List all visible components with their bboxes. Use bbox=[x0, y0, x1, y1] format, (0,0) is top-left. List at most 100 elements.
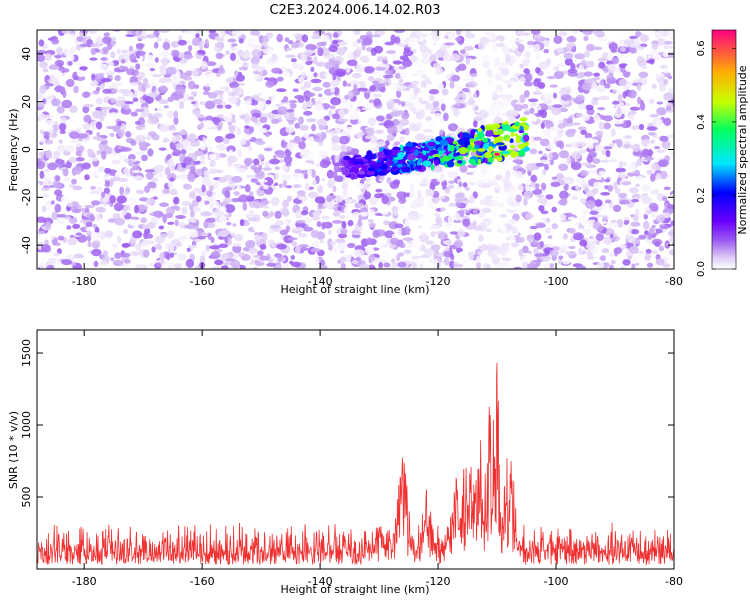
heatmap-cell bbox=[70, 139, 79, 143]
y-tick-label: 1500 bbox=[20, 339, 33, 367]
heatmap-cell bbox=[478, 234, 484, 243]
heatmap-cell bbox=[187, 45, 193, 52]
heatmap-cell bbox=[96, 149, 101, 156]
heatmap-cell bbox=[283, 179, 287, 188]
heatmap-cell bbox=[604, 83, 611, 89]
heatmap-cell bbox=[161, 189, 170, 194]
heatmap-cell bbox=[596, 262, 605, 269]
heatmap-cell bbox=[640, 43, 648, 47]
heatmap-cell bbox=[109, 195, 116, 204]
heatmap-cell bbox=[290, 116, 298, 121]
heatmap-cell bbox=[410, 202, 419, 209]
heatmap-cell bbox=[523, 90, 530, 98]
heatmap-cell bbox=[534, 34, 543, 39]
heatmap-cell bbox=[200, 144, 206, 151]
heatmap-cell bbox=[492, 102, 501, 111]
heatmap-cell bbox=[148, 91, 159, 98]
heatmap-cell bbox=[225, 104, 232, 109]
heatmap-cell bbox=[610, 259, 616, 265]
heatmap-cell bbox=[40, 187, 51, 191]
heatmap-cell bbox=[250, 30, 261, 36]
heatmap-cell bbox=[256, 65, 265, 73]
heatmap-cell bbox=[521, 32, 530, 36]
heatmap-cell bbox=[266, 57, 272, 65]
heatmap-cell bbox=[183, 76, 193, 81]
heatmap-cell bbox=[565, 129, 576, 138]
heatmap-cell bbox=[432, 33, 440, 42]
heatmap-cell bbox=[48, 64, 59, 70]
heatmap-cell bbox=[332, 72, 337, 81]
heatmap-cell bbox=[124, 204, 132, 211]
heatmap-y-axis-label: Frequency (Hz) bbox=[7, 109, 20, 192]
heatmap-cell bbox=[469, 182, 476, 186]
heatmap-cell bbox=[212, 188, 223, 192]
heatmap-cell bbox=[347, 219, 354, 227]
heatmap-cell bbox=[486, 35, 497, 41]
heatmap-cell bbox=[367, 209, 375, 217]
heatmap-cell bbox=[153, 164, 165, 173]
heatmap-cell bbox=[356, 222, 364, 226]
heatmap-cell bbox=[235, 212, 246, 216]
heatmap-cell bbox=[623, 143, 631, 148]
heatmap-cell bbox=[480, 243, 489, 252]
heatmap-cell bbox=[631, 143, 641, 152]
heatmap-cell bbox=[317, 47, 324, 57]
heatmap-cell bbox=[413, 87, 421, 94]
heatmap-cell bbox=[296, 190, 306, 196]
heatmap-cell bbox=[317, 97, 327, 101]
heatmap-peak bbox=[494, 152, 500, 156]
heatmap-cell bbox=[306, 118, 317, 123]
x-tick-label: -140 bbox=[308, 575, 333, 588]
heatmap-cell bbox=[152, 210, 164, 217]
heatmap-cell bbox=[368, 99, 374, 104]
heatmap-signal-cell bbox=[355, 164, 364, 168]
heatmap-cell bbox=[523, 73, 533, 82]
heatmap-cell bbox=[294, 168, 302, 174]
heatmap-signal-cell bbox=[437, 147, 445, 151]
heatmap-cell bbox=[178, 221, 186, 229]
heatmap-cell bbox=[253, 158, 260, 166]
heatmap-cell bbox=[107, 218, 117, 223]
heatmap-cell bbox=[307, 191, 319, 199]
heatmap-cell bbox=[145, 135, 153, 141]
heatmap-cell bbox=[238, 66, 248, 71]
heatmap-cell bbox=[629, 49, 637, 54]
heatmap-cell bbox=[346, 146, 353, 152]
heatmap-cell bbox=[87, 234, 92, 242]
heatmap-signal-cell bbox=[517, 144, 526, 149]
heatmap-cell bbox=[555, 140, 563, 147]
heatmap-cell bbox=[449, 80, 455, 89]
heatmap-cell bbox=[382, 74, 394, 79]
heatmap-cell bbox=[386, 102, 393, 110]
heatmap-cell bbox=[280, 166, 289, 170]
heatmap-cell bbox=[323, 221, 333, 229]
heatmap-cell bbox=[107, 61, 115, 66]
heatmap-cell bbox=[533, 43, 541, 53]
heatmap-cell bbox=[347, 90, 355, 100]
heatmap-cell bbox=[64, 177, 70, 182]
heatmap-cell bbox=[346, 83, 352, 87]
heatmap-cell bbox=[334, 238, 346, 243]
heatmap-cell bbox=[426, 104, 432, 108]
heatmap-cell bbox=[581, 209, 590, 215]
heatmap-cell bbox=[267, 239, 275, 245]
heatmap-cell bbox=[305, 60, 313, 66]
heatmap-cell bbox=[261, 223, 269, 228]
heatmap-cell bbox=[629, 106, 641, 111]
heatmap-cell bbox=[312, 86, 323, 92]
heatmap-cell bbox=[129, 82, 139, 87]
heatmap-cell bbox=[135, 63, 141, 70]
heatmap-cell bbox=[126, 68, 136, 76]
heatmap-cell bbox=[632, 79, 642, 83]
heatmap-signal-cell bbox=[433, 159, 440, 166]
heatmap-cell bbox=[551, 176, 558, 180]
heatmap-cell bbox=[197, 235, 206, 240]
heatmap-cell bbox=[525, 183, 530, 192]
heatmap-cell bbox=[187, 244, 198, 249]
heatmap-cell bbox=[478, 109, 489, 119]
heatmap-cell bbox=[608, 42, 618, 51]
heatmap-cell bbox=[283, 263, 289, 269]
heatmap-cell bbox=[447, 215, 454, 224]
heatmap-cell bbox=[564, 57, 573, 66]
heatmap-cell bbox=[223, 262, 233, 266]
